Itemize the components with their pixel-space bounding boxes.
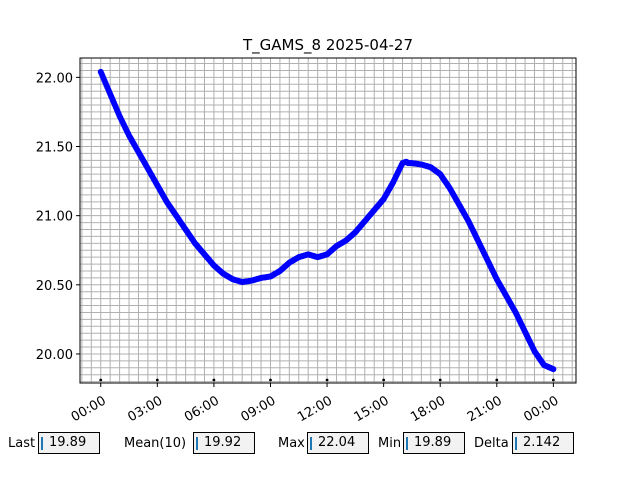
x-tick-dot	[382, 378, 386, 382]
y-tick-label: 21.50	[36, 141, 73, 156]
y-tick-label: 20.50	[36, 279, 73, 294]
x-tick-dot	[212, 378, 216, 382]
x-tick-label: 09:00	[239, 393, 279, 425]
stat-delta-value[interactable]: 2.142	[512, 432, 574, 454]
stat-max-label: Max	[278, 436, 305, 451]
x-tick-label: 00:00	[69, 393, 109, 425]
y-tick-label: 21.00	[36, 210, 73, 225]
stat-mean-value[interactable]: 19.92	[193, 432, 255, 454]
x-tick-dot	[438, 378, 442, 382]
x-tick-dot	[269, 378, 272, 382]
x-tick-dot	[495, 378, 499, 382]
stat-min-label: Min	[378, 436, 402, 451]
x-tick-dot	[325, 378, 329, 382]
y-tick-label: 22.00	[36, 71, 73, 86]
x-tick-label: 03:00	[125, 393, 165, 425]
stat-last-value[interactable]: 19.89	[38, 432, 100, 454]
x-tick-dot	[551, 378, 555, 382]
stat-max-value[interactable]: 22.04	[307, 432, 369, 454]
y-axis: 20.00 20.50 21.00 21.50 22.00	[36, 71, 80, 363]
x-tick-label: 18:00	[408, 393, 448, 425]
x-tick-label: 15:00	[352, 393, 392, 425]
x-tick-label: 12:00	[295, 393, 335, 425]
x-tick-dot	[155, 378, 159, 382]
chart-title: T_GAMS_8 2025-04-27	[242, 36, 413, 55]
plot-frame	[79, 57, 577, 384]
x-tick-label: 06:00	[182, 393, 222, 425]
grid	[80, 58, 576, 383]
stat-min-value[interactable]: 19.89	[403, 432, 465, 454]
stat-last-label: Last	[8, 436, 36, 451]
x-tick-dot	[99, 378, 103, 382]
stat-mean-label: Mean(10)	[124, 436, 187, 451]
x-tick-label: 21:00	[465, 393, 505, 425]
x-tick-label: 00:00	[521, 393, 561, 425]
chart: T_GAMS_8 2025-04-27 20.00 20.50 21.00 21.50…	[36, 36, 577, 425]
y-tick-label: 20.00	[36, 348, 73, 363]
stat-delta-label: Delta	[474, 436, 509, 451]
data-points	[97, 68, 557, 373]
data-point	[550, 366, 557, 373]
x-axis: 00:00 03:00 06:00 09:00 12:00 15:00 18:00 21:00…	[69, 378, 561, 425]
